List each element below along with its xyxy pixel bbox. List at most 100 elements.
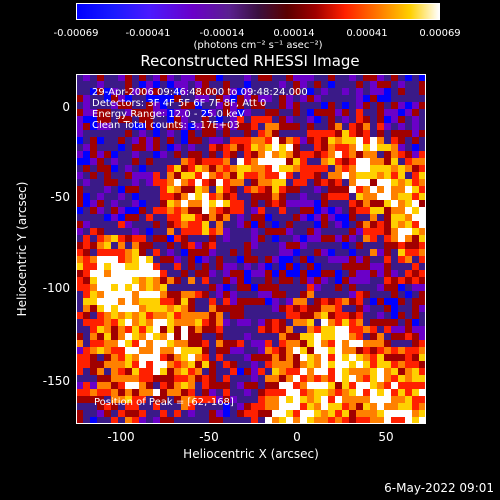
- heatmap-cell: [328, 109, 335, 116]
- heatmap-cell: [118, 200, 125, 207]
- heatmap-cell: [139, 221, 146, 228]
- heatmap-cell: [167, 179, 174, 186]
- heatmap-cell: [349, 137, 356, 144]
- heatmap-cell: [146, 270, 153, 277]
- heatmap-cell: [153, 137, 160, 144]
- heatmap-cell: [328, 186, 335, 193]
- heatmap-cell: [83, 158, 90, 165]
- heatmap-cell: [146, 326, 153, 333]
- heatmap-cell: [188, 137, 195, 144]
- heatmap-cell: [328, 347, 335, 354]
- heatmap-cell: [181, 298, 188, 305]
- heatmap-cell: [398, 256, 405, 263]
- heatmap-cell: [125, 263, 132, 270]
- heatmap-cell: [195, 389, 202, 396]
- heatmap-cell: [146, 151, 153, 158]
- heatmap-cell: [153, 305, 160, 312]
- heatmap-cell: [90, 291, 97, 298]
- heatmap-cell: [230, 347, 237, 354]
- heatmap-cell: [405, 333, 412, 340]
- heatmap-cell: [307, 368, 314, 375]
- heatmap-cell: [314, 137, 321, 144]
- heatmap-cell: [223, 382, 230, 389]
- heatmap-cell: [279, 284, 286, 291]
- heatmap-cell: [300, 235, 307, 242]
- heatmap-cell: [342, 186, 349, 193]
- heatmap-cell: [377, 291, 384, 298]
- heatmap-cell: [286, 102, 293, 109]
- heatmap-cell: [251, 277, 258, 284]
- heatmap-cell: [153, 165, 160, 172]
- heatmap-cell: [195, 158, 202, 165]
- heatmap-cell: [153, 354, 160, 361]
- heatmap-cell: [349, 200, 356, 207]
- heatmap-cell: [321, 312, 328, 319]
- heatmap-cell: [125, 186, 132, 193]
- heatmap-cell: [412, 382, 419, 389]
- heatmap-cell: [139, 312, 146, 319]
- heatmap-cell: [223, 130, 230, 137]
- heatmap-cell: [83, 214, 90, 221]
- heatmap-cell: [244, 270, 251, 277]
- heatmap-cell: [111, 382, 118, 389]
- heatmap-cell: [181, 221, 188, 228]
- heatmap-cell: [293, 417, 300, 424]
- heatmap-cell: [188, 389, 195, 396]
- heatmap-cell: [265, 326, 272, 333]
- heatmap-cell: [216, 305, 223, 312]
- heatmap-cell: [370, 235, 377, 242]
- heatmap-cell: [265, 221, 272, 228]
- heatmap-cell: [356, 298, 363, 305]
- heatmap-cell: [293, 284, 300, 291]
- heatmap-cell: [90, 74, 97, 81]
- heatmap-cell: [307, 130, 314, 137]
- heatmap-cell: [223, 186, 230, 193]
- heatmap-cell: [342, 137, 349, 144]
- heatmap-cell: [286, 410, 293, 417]
- heatmap-cell: [349, 375, 356, 382]
- heatmap-cell: [363, 263, 370, 270]
- heatmap-cell: [356, 130, 363, 137]
- heatmap-cell: [90, 137, 97, 144]
- heatmap-cell: [160, 221, 167, 228]
- heatmap-cell: [342, 249, 349, 256]
- heatmap-cell: [342, 368, 349, 375]
- heatmap-cell: [111, 207, 118, 214]
- heatmap-cell: [279, 326, 286, 333]
- heatmap-cell: [97, 347, 104, 354]
- heatmap-cell: [356, 389, 363, 396]
- heatmap-cell: [300, 130, 307, 137]
- heatmap-cell: [293, 130, 300, 137]
- heatmap-cell: [307, 193, 314, 200]
- heatmap-cell: [363, 375, 370, 382]
- heatmap-cell: [258, 347, 265, 354]
- heatmap-cell: [279, 221, 286, 228]
- heatmap-cell: [384, 354, 391, 361]
- heatmap-cell: [412, 361, 419, 368]
- heatmap-cell: [83, 333, 90, 340]
- heatmap-cell: [104, 396, 111, 403]
- heatmap-cell: [153, 256, 160, 263]
- heatmap-cell: [370, 396, 377, 403]
- heatmap-cell: [356, 382, 363, 389]
- heatmap-cell: [83, 389, 90, 396]
- heatmap-cell: [223, 207, 230, 214]
- heatmap-cell: [405, 116, 412, 123]
- heatmap-cell: [139, 151, 146, 158]
- heatmap-cell: [244, 249, 251, 256]
- heatmap-cell: [118, 123, 125, 130]
- heatmap-cell: [209, 151, 216, 158]
- heatmap-cell: [272, 319, 279, 326]
- heatmap-cell: [258, 354, 265, 361]
- heatmap-cell: [279, 277, 286, 284]
- heatmap-cell: [174, 410, 181, 417]
- heatmap-cell: [363, 172, 370, 179]
- heatmap-cell: [398, 172, 405, 179]
- heatmap-cell: [90, 263, 97, 270]
- heatmap-cell: [244, 81, 251, 88]
- heatmap-cell: [104, 291, 111, 298]
- heatmap-cell: [391, 305, 398, 312]
- heatmap-cell: [391, 298, 398, 305]
- heatmap-cell: [167, 74, 174, 81]
- heatmap-cell: [237, 186, 244, 193]
